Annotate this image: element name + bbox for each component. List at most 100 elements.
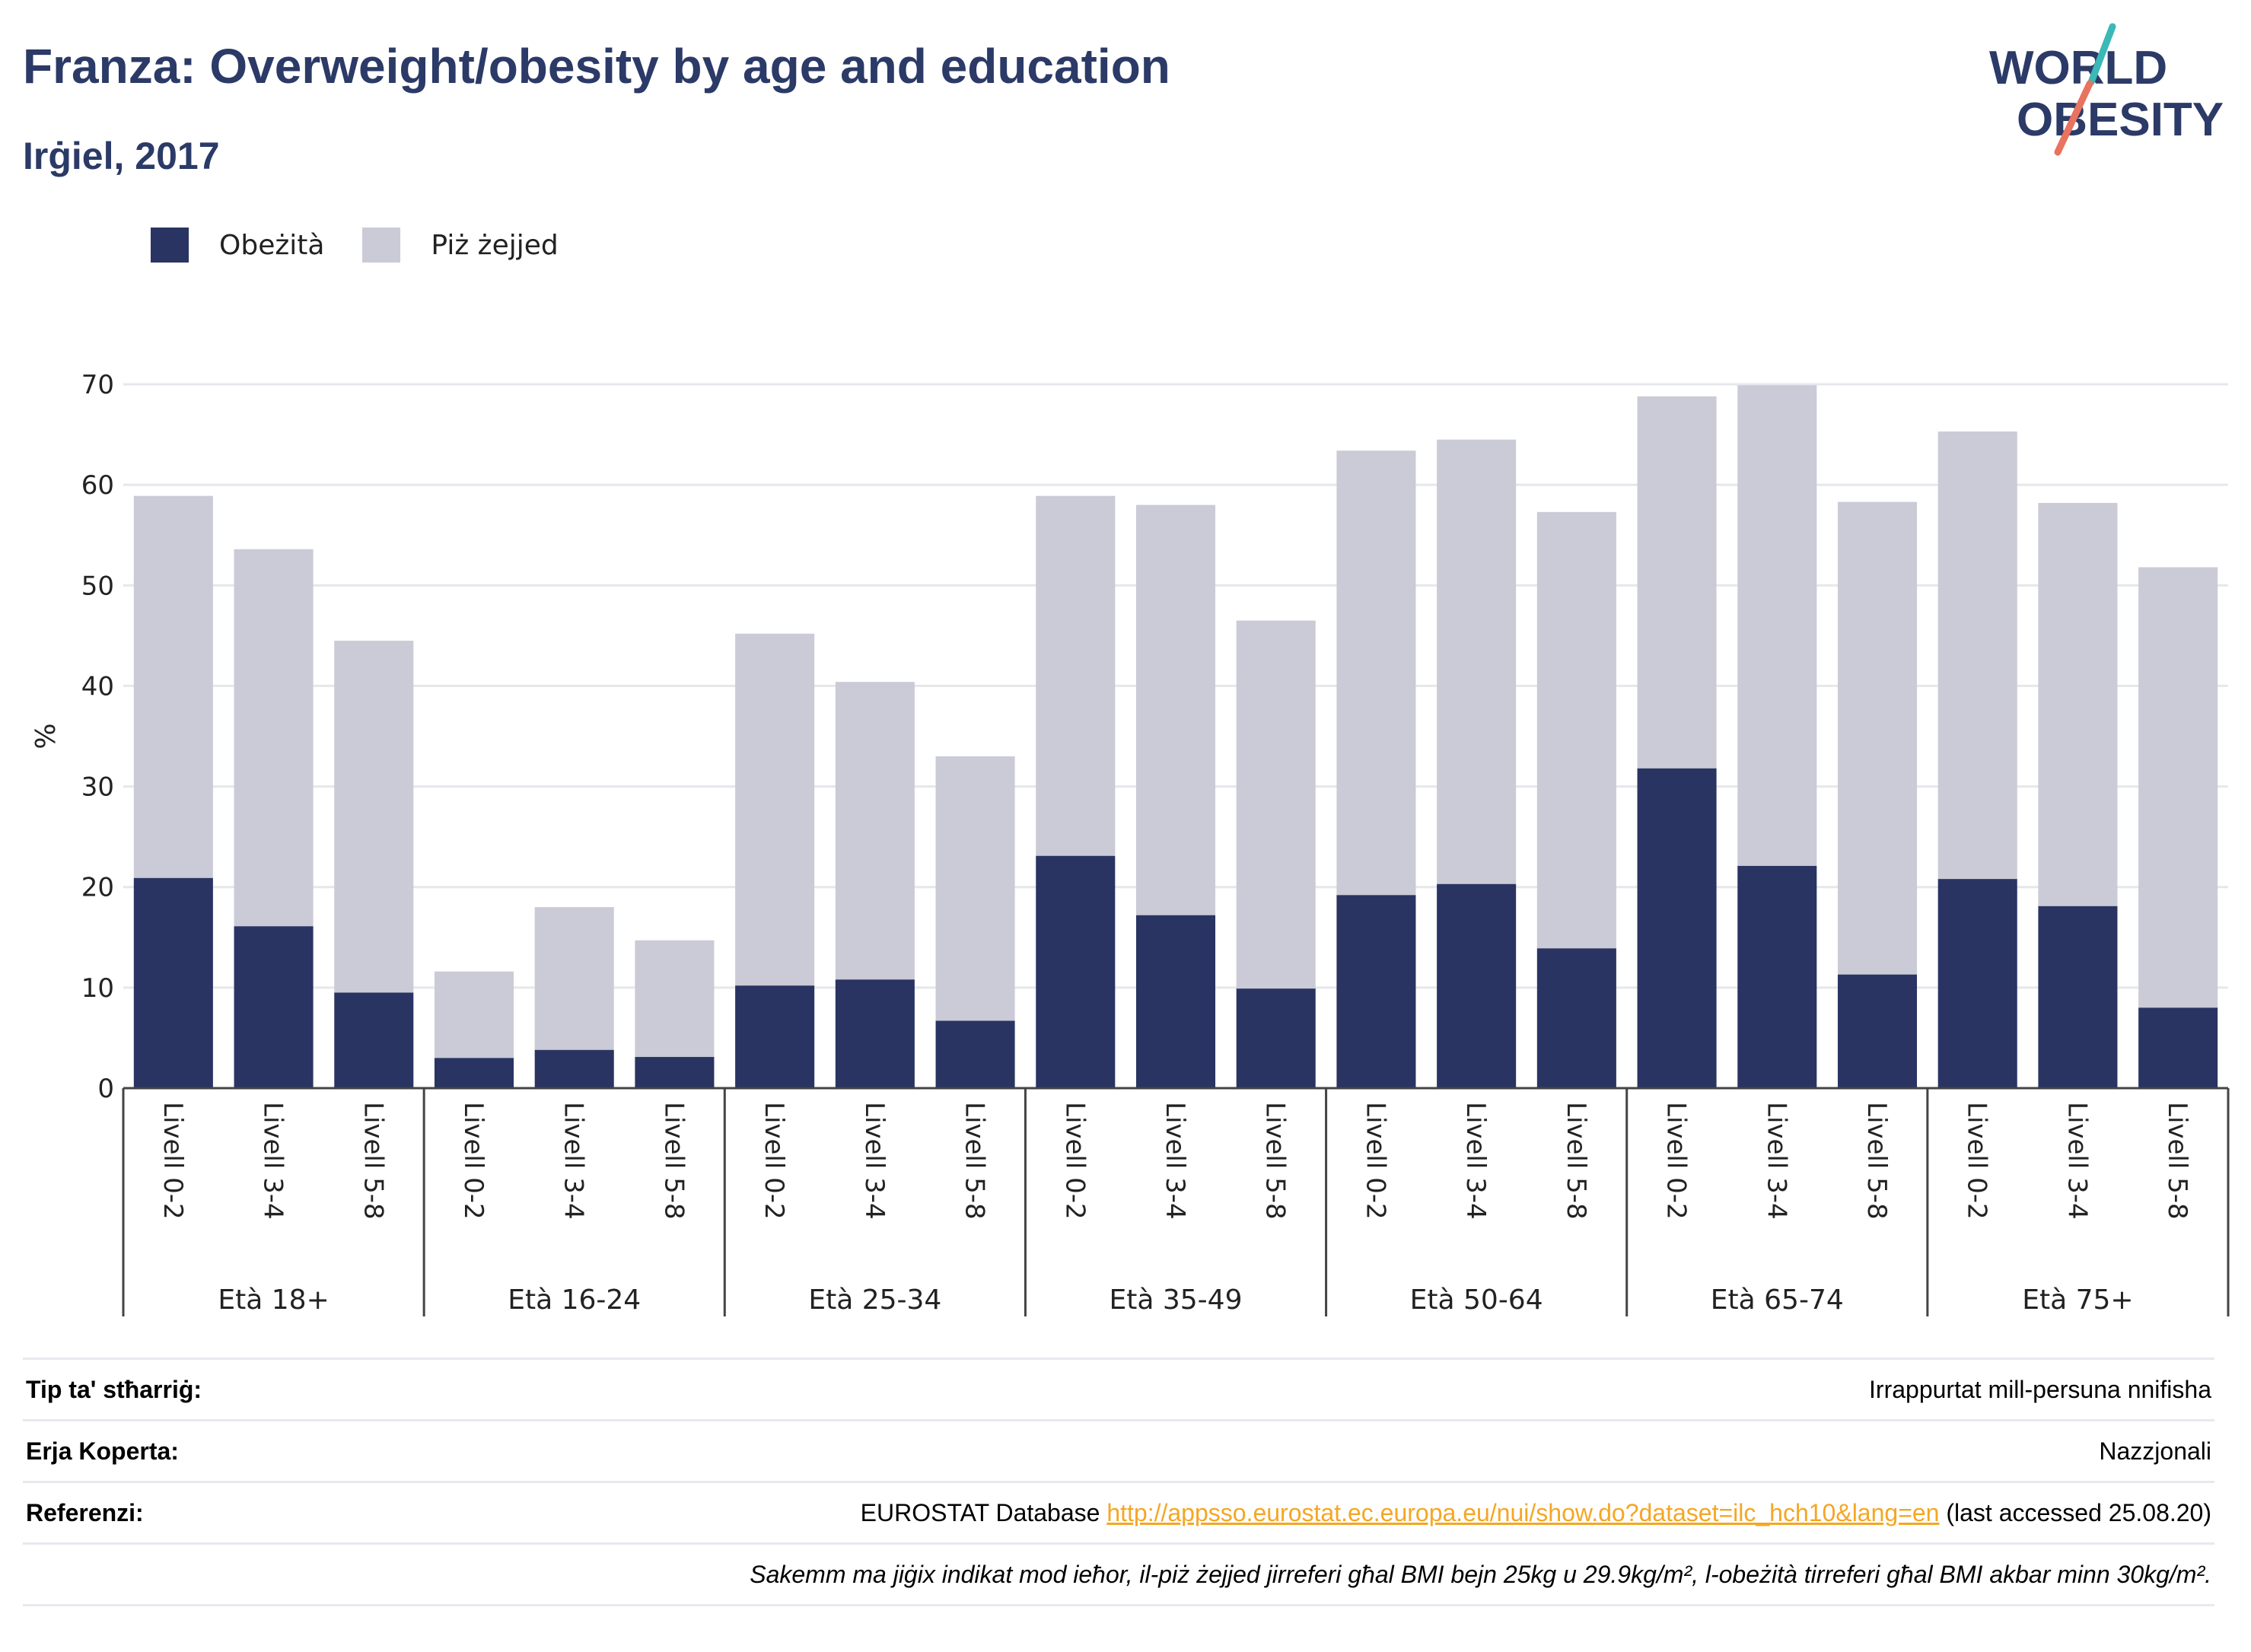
bar-obesity (334, 992, 414, 1088)
bar-overweight (1336, 450, 1416, 896)
legend-item-obesity[interactable]: Obeżità (151, 228, 324, 263)
y-tick-label: 0 (97, 1074, 114, 1104)
bar-obesity (133, 877, 213, 1088)
x-tick-label: Livell 3-4 (2062, 1102, 2092, 1220)
x-tick-label: Livell 0-2 (1962, 1102, 1992, 1220)
reference-suffix: (last accessed 25.08.20) (1939, 1498, 2211, 1526)
info-row-survey-type: Tip ta' stħarriġ: Irrappurtat mill-persu… (23, 1358, 2214, 1421)
bar-overweight (534, 907, 614, 1050)
y-tick-label: 40 (81, 671, 114, 702)
bar-obesity (434, 1058, 514, 1088)
bar-overweight (935, 756, 1015, 1021)
info-row-note: Sakemm ma jiġix indikat mod ieħor, il-pi… (23, 1543, 2214, 1606)
x-tick-label: Livell 3-4 (859, 1102, 890, 1220)
bar-overweight (133, 495, 213, 878)
logo-line1: WORLD (1989, 42, 2167, 94)
legend-label-obesity: Obeżità (219, 229, 325, 261)
logo-slash-coral (2054, 80, 2093, 156)
world-obesity-logo: WORLD OBESITY (1989, 23, 2224, 156)
legend-swatch-obesity (151, 228, 189, 263)
bar-overweight (1036, 495, 1116, 856)
bar-overweight (234, 549, 314, 927)
info-table: Tip ta' stħarriġ: Irrappurtat mill-persu… (23, 1358, 2214, 1606)
y-tick-label: 30 (81, 772, 114, 803)
bar-obesity (1937, 879, 2017, 1088)
reference-prefix: EUROSTAT Database (860, 1498, 1107, 1526)
x-tick-label: Livell 0-2 (1360, 1102, 1390, 1220)
x-group-label: Età 65-74 (1711, 1284, 1844, 1316)
chart-subtitle: Irġiel, 2017 (23, 135, 220, 177)
bar-overweight (2038, 502, 2118, 906)
bar-overweight (835, 682, 915, 980)
bar-overweight (735, 633, 815, 986)
x-tick-label: Livell 5-8 (1260, 1102, 1291, 1220)
x-tick-label: Livell 3-4 (559, 1102, 589, 1220)
x-tick-label: Livell 0-2 (759, 1102, 789, 1220)
bar-overweight (1737, 385, 1817, 866)
legend-label-overweight: Piż żejjed (431, 229, 559, 261)
bar-obesity (1437, 883, 1517, 1088)
x-tick-label: Livell 0-2 (1059, 1102, 1090, 1220)
x-group-label: Età 18+ (218, 1284, 329, 1316)
x-tick-label: Livell 0-2 (458, 1102, 489, 1220)
info-value: Irrappurtat mill-persuna nnifisha (1869, 1375, 2211, 1403)
x-tick-label: Livell 5-8 (1561, 1102, 1591, 1220)
x-tick-label: Livell 0-2 (1661, 1102, 1692, 1220)
x-tick-label: Livell 3-4 (1160, 1102, 1190, 1220)
bar-overweight (334, 640, 414, 993)
x-tick-label: Livell 0-2 (158, 1102, 188, 1220)
bar-obesity (234, 926, 314, 1088)
bar-overweight (1437, 439, 1517, 884)
bar-obesity (2038, 906, 2118, 1088)
logo-line2: OBESITY (2017, 94, 2224, 146)
y-tick-label: 50 (81, 571, 114, 601)
bar-overweight (1236, 620, 1316, 989)
info-note: Sakemm ma jiġix indikat mod ieħor, il-pi… (750, 1560, 2211, 1588)
info-value: EUROSTAT Database http://appsso.eurostat… (282, 1482, 2214, 1544)
legend-swatch-overweight (362, 228, 401, 263)
bar-obesity (1135, 915, 1216, 1088)
bar-obesity (2138, 1007, 2218, 1088)
reference-link[interactable]: http://appsso.eurostat.ec.europa.eu/nui/… (1106, 1498, 1940, 1526)
bar-obesity (935, 1020, 1015, 1088)
logo-slash-teal (2087, 23, 2116, 86)
x-group-label: Età 16-24 (508, 1284, 641, 1316)
info-row-references: Referenzi: EUROSTAT Database http://apps… (23, 1482, 2214, 1544)
bar-overweight (1937, 431, 2017, 880)
legend-item-overweight[interactable]: Piż żejjed (362, 228, 559, 263)
x-tick-label: Livell 5-8 (358, 1102, 388, 1220)
y-tick-label: 60 (81, 470, 114, 501)
bar-obesity (1236, 988, 1316, 1088)
x-group-label: Età 75+ (2022, 1284, 2133, 1316)
info-row-area: Erja Koperta: Nazzjonali (23, 1420, 2214, 1482)
x-group-label: Età 25-34 (808, 1284, 941, 1316)
y-tick-label: 10 (81, 973, 114, 1004)
legend: Obeżità Piż żejjed (151, 225, 597, 265)
x-tick-label: Livell 5-8 (2162, 1102, 2192, 1220)
bar-obesity (1536, 948, 1616, 1088)
x-tick-label: Livell 5-8 (1861, 1102, 1892, 1220)
y-tick-label: 70 (81, 370, 114, 400)
bar-obesity (635, 1057, 715, 1088)
bar-overweight (635, 940, 715, 1058)
x-group-label: Età 50-64 (1410, 1284, 1543, 1316)
bar-overweight (1837, 501, 1918, 975)
bar-overweight (434, 971, 514, 1058)
info-key: Erja Koperta: (26, 1437, 179, 1465)
info-value: Nazzjonali (2099, 1437, 2211, 1465)
chart-title: Franza: Overweight/obesity by age and ed… (23, 39, 1170, 94)
bar-overweight (1135, 505, 1216, 915)
bar-obesity (835, 979, 915, 1088)
bar-chart: 0 10 20 30 40 50 60 70% Livell 0-2 Livell 3-4 Live… (30, 370, 2230, 1316)
bar-overweight (2138, 567, 2218, 1008)
bar-overweight (1637, 396, 1717, 769)
y-axis-label: % (30, 723, 62, 749)
bar-obesity (735, 985, 815, 1088)
bar-overweight (1536, 511, 1616, 949)
x-group-label: Età 35-49 (1110, 1284, 1243, 1316)
x-tick-label: Livell 5-8 (658, 1102, 689, 1220)
bar-obesity (534, 1049, 614, 1088)
x-tick-label: Livell 3-4 (1460, 1102, 1491, 1220)
info-key: Tip ta' stħarriġ: (26, 1375, 202, 1403)
x-tick-label: Livell 5-8 (960, 1102, 990, 1220)
